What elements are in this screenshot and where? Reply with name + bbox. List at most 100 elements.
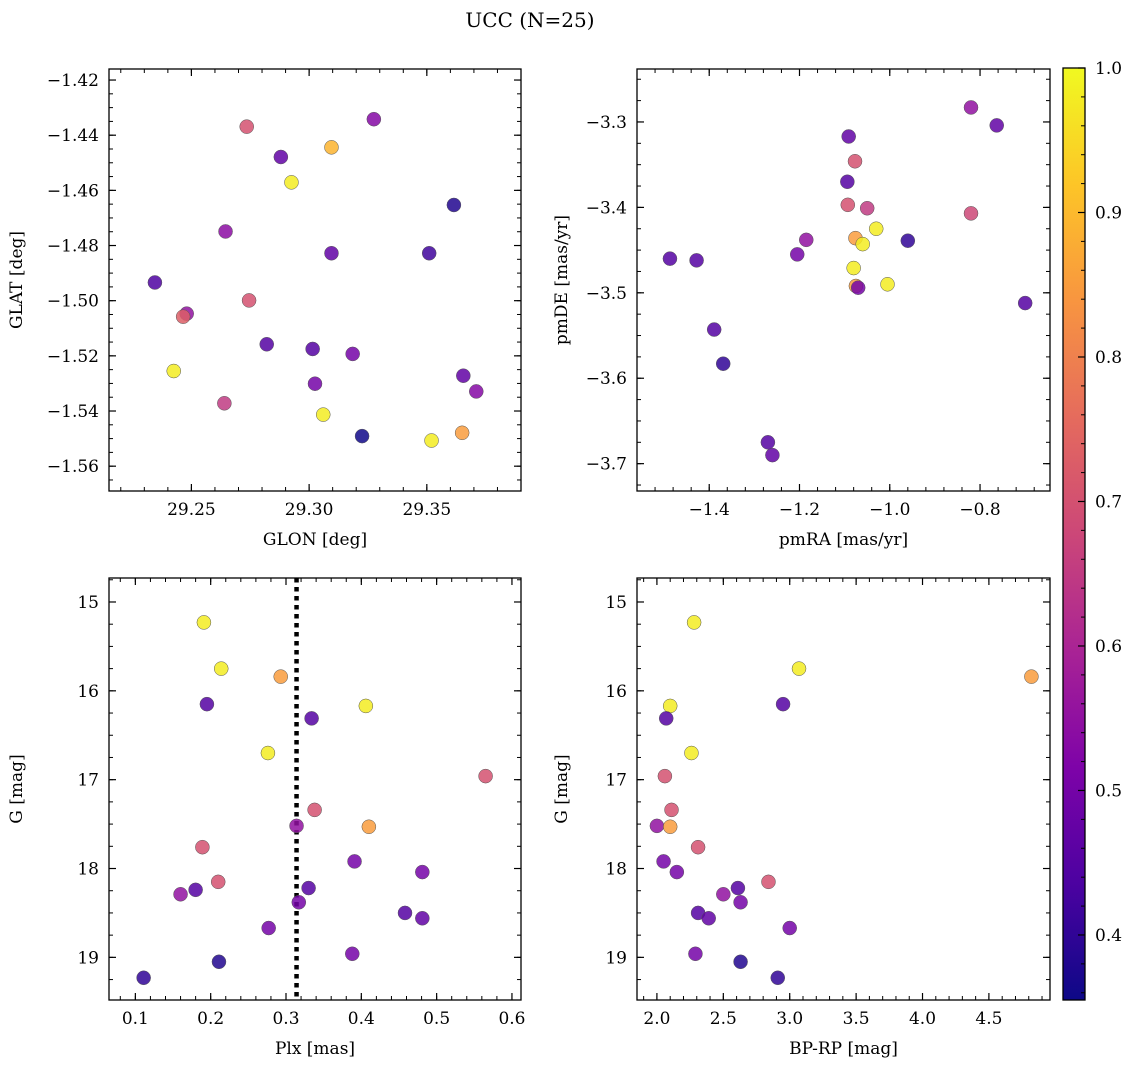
data-point: [315, 407, 331, 422]
x-tick-label: 4.0: [909, 1009, 936, 1029]
x-tick-label: 29.35: [402, 500, 451, 520]
data-point: [846, 260, 861, 276]
y-tick-label: −3.6: [586, 369, 627, 389]
data-point: [211, 954, 227, 970]
data-point: [239, 119, 254, 134]
scatter-points: [147, 111, 484, 448]
data-point: [175, 309, 191, 324]
data-point: [765, 447, 780, 463]
data-point: [347, 854, 362, 869]
data-point: [424, 433, 439, 448]
y-tick-label: −3.5: [586, 284, 627, 304]
data-point: [782, 920, 797, 936]
data-point: [656, 854, 671, 869]
data-point: [689, 253, 704, 268]
data-point: [259, 337, 274, 352]
y-tick-label: 16: [77, 682, 99, 702]
panel-glon-glat: 29.25 29.30 29.35 −1.56 −1.54 −1.52 −1.50 −1.48…: [7, 68, 522, 550]
minor-ticks: [637, 578, 1050, 1000]
x-tick-label: 29.25: [167, 500, 216, 520]
data-point: [166, 363, 181, 379]
data-point: [173, 887, 188, 902]
data-point: [199, 696, 215, 712]
data-point: [855, 236, 870, 252]
data-point: [900, 233, 916, 248]
data-point: [963, 206, 979, 221]
colorbar-tick-label: 0.9: [1095, 203, 1122, 223]
data-point: [791, 661, 807, 676]
x-tick-label: 29.30: [285, 500, 334, 520]
data-point: [213, 661, 229, 676]
x-tick-label: 4.5: [975, 1009, 1002, 1029]
x-tick-label: −1.4: [689, 500, 730, 520]
data-point: [361, 819, 377, 835]
data-point: [690, 839, 706, 855]
panel-bprp-g: 2.0 2.5 3.0 3.5 4.0 4.5 15 16 17 18 19 BP-RP [mag] G…: [552, 577, 1051, 1059]
data-point: [345, 346, 360, 362]
data-point: [706, 322, 722, 337]
data-point: [662, 698, 678, 714]
data-point: [1024, 669, 1039, 684]
axes-frame: [636, 577, 1051, 1001]
data-point: [688, 946, 703, 962]
data-point: [662, 819, 678, 835]
data-point: [273, 149, 289, 165]
data-point: [446, 197, 462, 213]
data-point: [260, 745, 276, 761]
y-axis-label: G [mag]: [552, 754, 572, 823]
data-point: [478, 768, 493, 784]
y-tick-label: 18: [605, 860, 627, 880]
x-tick-label: 3.5: [843, 1009, 870, 1029]
colorbar-gradient: [1063, 68, 1085, 1000]
data-point: [261, 920, 276, 936]
x-tick-label: 2.5: [710, 1009, 737, 1029]
data-point: [662, 251, 678, 266]
data-point: [324, 140, 339, 155]
data-point: [456, 368, 471, 383]
data-point: [880, 277, 895, 292]
data-point: [415, 864, 430, 880]
x-tick-label: −0.8: [959, 500, 1000, 520]
data-point: [770, 970, 786, 986]
data-point: [291, 895, 307, 910]
data-point: [760, 435, 776, 450]
data-point: [421, 245, 437, 261]
data-point: [354, 428, 370, 444]
colorbar-tick-label: 0.5: [1095, 781, 1122, 801]
y-tick-label: −1.50: [47, 292, 99, 312]
data-point: [733, 895, 748, 910]
y-axis-label: pmDE [mas/yr]: [552, 215, 572, 345]
y-tick-label: −3.3: [586, 113, 627, 133]
scatter-points: [136, 615, 493, 986]
data-point: [799, 232, 814, 248]
data-point: [188, 882, 203, 898]
data-point: [847, 154, 863, 169]
data-point: [147, 275, 163, 290]
data-point: [289, 818, 304, 834]
data-point: [397, 905, 413, 921]
data-point: [775, 696, 791, 712]
data-point: [684, 745, 699, 761]
data-point: [649, 818, 665, 834]
scatter-points: [649, 615, 1039, 986]
data-point: [658, 711, 674, 726]
colorbar-tick-label: 0.4: [1095, 926, 1122, 946]
data-point: [789, 247, 805, 262]
data-point: [415, 911, 430, 926]
data-point: [241, 293, 257, 308]
y-tick-label: 16: [605, 682, 627, 702]
data-point: [196, 615, 212, 630]
data-point: [761, 874, 776, 890]
y-tick-label: 15: [605, 593, 627, 613]
data-point: [686, 615, 702, 630]
data-point: [469, 384, 484, 399]
data-point: [664, 802, 679, 818]
data-point: [841, 129, 856, 144]
y-tick-label: −1.54: [47, 402, 99, 422]
colorbar-tick-label: 0.6: [1095, 637, 1122, 657]
data-point: [1017, 295, 1033, 311]
data-point: [217, 396, 232, 411]
y-tick-label: 17: [605, 771, 627, 791]
data-point: [136, 970, 151, 986]
x-tick-label: −1.2: [779, 500, 820, 520]
